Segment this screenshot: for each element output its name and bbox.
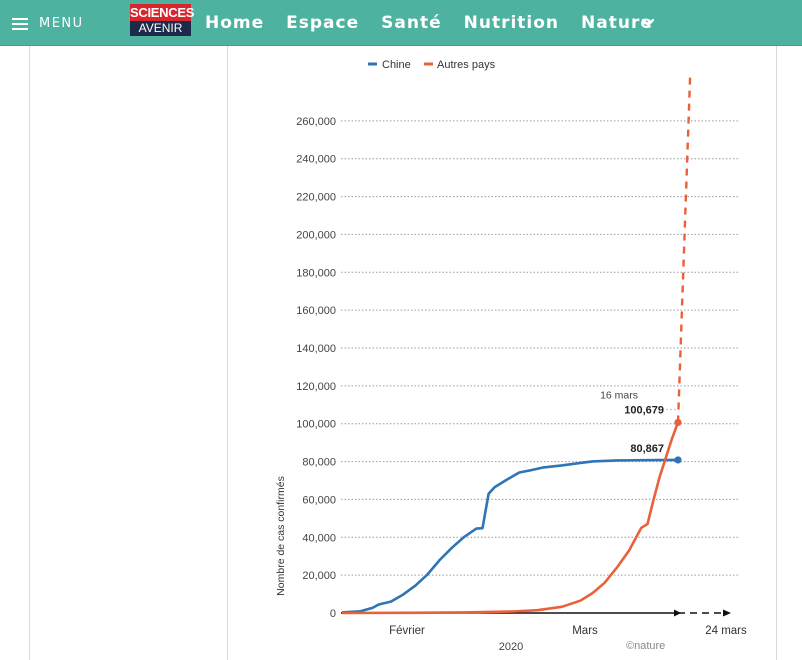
chart-credit: ©nature [626,640,665,652]
y-tick-label: 0 [330,608,336,620]
y-tick-label: 200,000 [296,229,336,241]
series-line-autres-pays [341,421,680,615]
article-content [227,46,777,660]
arrow-marker [674,609,681,617]
nav-nature[interactable]: Nature [581,13,653,33]
y-tick-label: 40,000 [302,532,336,544]
y-tick-label: 60,000 [302,494,336,506]
y-tick-label: 140,000 [296,343,336,355]
endpoint-chine [674,456,682,464]
y-tick-label: 100,000 [296,419,336,431]
nav-nutrition[interactable]: Nutrition [463,13,560,33]
logo-bottom-text: AVENIR [130,21,191,36]
sidebar-divider [29,46,30,660]
annotation-value-autres: 100,679 [624,404,664,416]
x-axis-label: 2020 [499,641,523,653]
menu-button[interactable]: MENU [12,13,84,33]
y-axis-ticks: 0 20,000 40,000 60,000 80,000 100,000 120,000 1… [296,116,336,620]
nav-sante[interactable]: Santé [381,13,442,33]
series-line-chine [341,458,679,614]
y-axis-label: Nombre de cas confirmés [275,476,287,596]
y-tick-label: 120,000 [296,381,336,393]
arrow-head-icon [723,609,731,617]
x-tick-label: Mars [572,625,598,637]
x-tick-label: Février [389,625,425,637]
series-projection-autres-pays [676,73,692,423]
legend-label-chine: Chine [382,59,411,71]
y-tick-label: 20,000 [302,570,336,582]
top-navigation-bar: MENU SCIENCES AVENIR Home Espace Santé N… [0,0,802,46]
y-tick-label: 220,000 [296,192,336,204]
y-tick-label: 260,000 [296,116,336,128]
chart-gridlines [341,120,740,576]
chevron-down-icon[interactable] [640,15,656,31]
y-tick-label: 80,000 [302,457,336,469]
endpoint-autres-pays [674,418,682,427]
covid-cases-chart: 0 20,000 40,000 60,000 80,000 100,000 120,000 1… [275,59,747,653]
x-tick-label: 24 mars [705,625,747,637]
nav-espace[interactable]: Espace [286,13,360,33]
y-tick-label: 180,000 [296,267,336,279]
y-tick-label: 240,000 [296,154,336,166]
series-endpoints [674,418,682,464]
main-nav: Home Espace Santé Nutrition Nature [205,0,675,46]
hamburger-icon [12,17,28,30]
annotation-value-chine: 80,867 [630,443,664,455]
chart-legend: Chine Autres pays [368,59,496,71]
logo-top-text: SCIENCES [130,4,195,21]
legend-label-autres: Autres pays [437,59,496,71]
menu-label: MENU [39,15,84,31]
annotation-date: 16 mars [600,389,638,401]
x-axis-ticks: Février Mars 24 mars [389,625,747,637]
nav-home[interactable]: Home [205,13,265,33]
site-logo[interactable]: SCIENCES AVENIR [130,4,195,36]
y-tick-label: 160,000 [296,305,336,317]
